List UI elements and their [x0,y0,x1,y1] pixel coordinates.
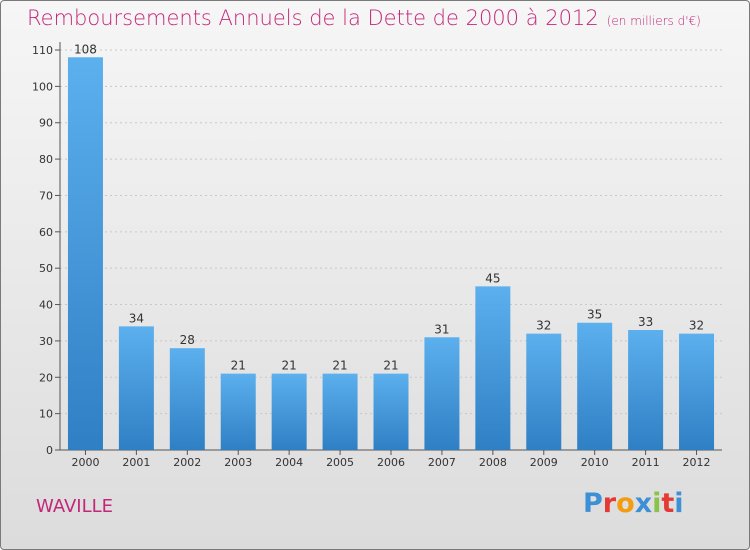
chart-title: Remboursements Annuels de la Dette de 20… [27,6,701,30]
bar [526,333,562,450]
logo-letter: x [634,488,653,519]
bar [322,373,358,450]
y-tick-label: 30 [39,335,53,348]
logo-letter: t [661,488,675,519]
bar-value-label: 32 [689,319,704,333]
bar [118,326,154,450]
bar-value-label: 45 [485,271,500,285]
bar-value-label: 28 [180,333,195,347]
bar [577,322,613,450]
x-tick-label: 2000 [71,456,99,469]
bar-value-label: 34 [129,311,144,325]
bar-value-label: 21 [282,359,297,373]
bar [67,57,103,450]
y-tick-label: 60 [39,226,53,239]
x-tick-label: 2006 [377,456,405,469]
chart-subtitle: (en milliers d'€) [606,14,701,28]
logo-letter: P [583,488,603,519]
bar-value-label: 21 [231,359,246,373]
x-tick-label: 2009 [530,456,558,469]
y-tick-label: 20 [39,371,53,384]
bar-value-label: 33 [638,315,653,329]
x-tick-label: 2001 [122,456,150,469]
y-tick-label: 90 [39,117,53,130]
x-tick-label: 2002 [173,456,201,469]
y-tick-label: 10 [39,408,53,421]
y-tick-label: 40 [39,299,53,312]
y-tick-label: 80 [39,153,53,166]
bar-value-label: 21 [332,359,347,373]
bar [220,373,256,450]
bar-value-label: 21 [383,359,398,373]
bar-value-label: 32 [536,319,551,333]
chart-title-text: Remboursements Annuels de la Dette de 20… [27,6,599,30]
x-tick-label: 2005 [326,456,354,469]
x-tick-label: 2003 [224,456,252,469]
x-tick-label: 2008 [479,456,507,469]
x-tick-label: 2007 [428,456,456,469]
bar [271,373,307,450]
x-tick-label: 2011 [632,456,660,469]
y-tick-label: 0 [46,444,53,457]
bar [679,333,715,450]
bar-value-label: 35 [587,308,602,322]
logo-letter: i [674,488,684,519]
bar [424,337,460,450]
bar [169,348,205,450]
bar [628,330,664,450]
logo-letter: o [616,488,635,519]
y-tick-label: 100 [32,80,53,93]
location-label: WAVILLE [36,496,114,517]
proxiti-logo: Proxiti [583,488,684,519]
y-tick-label: 70 [39,189,53,202]
bar [475,286,511,450]
bar-value-label: 31 [434,322,449,336]
y-tick-label: 110 [32,44,53,57]
x-tick-label: 2012 [683,456,711,469]
x-tick-label: 2010 [581,456,609,469]
y-tick-label: 50 [39,262,53,275]
x-tick-label: 2004 [275,456,303,469]
logo-letter: i [652,488,662,519]
logo-letter: r [602,488,617,519]
bar-value-label: 108 [74,42,97,56]
bar [373,373,409,450]
